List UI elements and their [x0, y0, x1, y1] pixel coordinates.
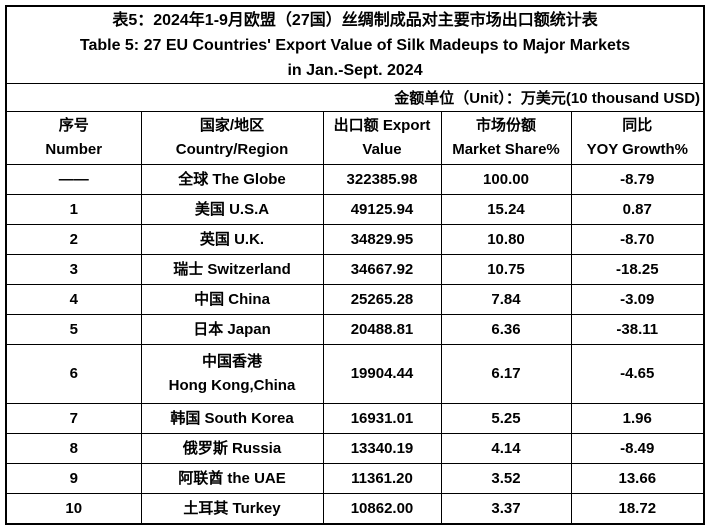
cell-yoy-growth: -3.09 — [570, 284, 705, 315]
cell-number: 10 — [5, 493, 142, 525]
table-row-uae: 9 阿联酋 the UAE 11361.20 3.52 13.66 — [5, 463, 705, 494]
unit-row: 金额单位（Unit）：万美元(10 thousand USD) — [5, 83, 705, 112]
cell-export-value: 20488.81 — [322, 314, 442, 345]
column-header-number: 序号 Number — [5, 111, 142, 165]
cell-country: 土耳其 Turkey — [140, 493, 324, 525]
cell-number: 9 — [5, 463, 142, 494]
header-share-en: Market Share% — [452, 141, 560, 158]
cell-country: 中国香港 Hong Kong,China — [140, 344, 324, 404]
cell-country: 日本 Japan — [140, 314, 324, 345]
header-share-zh: 市场份额 — [475, 117, 536, 134]
cell-country: 俄罗斯 Russia — [140, 433, 324, 464]
cell-market-share: 5.25 — [440, 403, 572, 434]
header-yoy-en: YOY Growth% — [586, 141, 688, 158]
cell-number: 5 — [5, 314, 142, 345]
table-row-hongkong: 6 中国香港 Hong Kong,China 19904.44 6.17 -4.… — [5, 344, 705, 404]
cell-country: 美国 U.S.A — [140, 194, 324, 225]
unit-cell: 金额单位（Unit）：万美元(10 thousand USD) — [5, 83, 705, 112]
cell-market-share: 10.75 — [440, 254, 572, 285]
cell-yoy-growth: -8.70 — [570, 224, 705, 255]
cell-market-share: 15.24 — [440, 194, 572, 225]
column-header-export-value: 出口额 Export Value — [322, 111, 442, 165]
cell-number: 4 — [5, 284, 142, 315]
table-row-southkorea: 7 韩国 South Korea 16931.01 5.25 1.96 — [5, 403, 705, 434]
table-row-china: 4 中国 China 25265.28 7.84 -3.09 — [5, 284, 705, 315]
column-header-yoy-growth: 同比 YOY Growth% — [570, 111, 705, 165]
column-header-country: 国家/地区 Country/Region — [140, 111, 324, 165]
cell-market-share: 6.36 — [440, 314, 572, 345]
cell-number: 7 — [5, 403, 142, 434]
cell-number: 8 — [5, 433, 142, 464]
cell-number: 1 — [5, 194, 142, 225]
cell-market-share: 3.52 — [440, 463, 572, 494]
header-export-zh: 出口额 Export — [333, 117, 431, 134]
cell-country: 瑞士 Switzerland — [140, 254, 324, 285]
cell-market-share: 10.80 — [440, 224, 572, 255]
cell-export-value: 10862.00 — [322, 493, 442, 525]
cell-export-value: 11361.20 — [322, 463, 442, 494]
header-number-zh: 序号 — [58, 117, 89, 134]
cell-country: 全球 The Globe — [140, 164, 324, 195]
cell-export-value: 16931.01 — [322, 403, 442, 434]
cell-yoy-growth: 18.72 — [570, 493, 705, 525]
header-yoy-zh: 同比 — [622, 117, 653, 134]
header-country-zh: 国家/地区 — [199, 117, 265, 134]
cell-export-value: 25265.28 — [322, 284, 442, 315]
table-title: 表5：2024年1-9月欧盟（27国）丝绸制成品对主要市场出口额统计表 Tabl… — [5, 5, 705, 84]
export-statistics-table: 表5：2024年1-9月欧盟（27国）丝绸制成品对主要市场出口额统计表 Tabl… — [5, 5, 706, 525]
unit-note: 金额单位（Unit）：万美元(10 thousand USD) — [394, 90, 701, 107]
cell-export-value: 13340.19 — [322, 433, 442, 464]
title-line-en: Table 5: 27 EU Countries' Export Value o… — [79, 36, 631, 54]
header-country-en: Country/Region — [175, 141, 289, 158]
cell-yoy-growth: -4.65 — [570, 344, 705, 404]
cell-yoy-growth: 1.96 — [570, 403, 705, 434]
header-row: 序号 Number 国家/地区 Country/Region 出口额 Expor… — [5, 111, 705, 165]
table-row-japan: 5 日本 Japan 20488.81 6.36 -38.11 — [5, 314, 705, 345]
header-export-en: Value — [362, 141, 402, 158]
cell-yoy-growth: 13.66 — [570, 463, 705, 494]
cell-market-share: 4.14 — [440, 433, 572, 464]
cell-country: 韩国 South Korea — [140, 403, 324, 434]
cell-market-share: 6.17 — [440, 344, 572, 404]
cell-yoy-growth: -38.11 — [570, 314, 705, 345]
cell-yoy-growth: -8.49 — [570, 433, 705, 464]
cell-number: —— — [5, 164, 142, 195]
cell-number: 2 — [5, 224, 142, 255]
cell-country: 阿联酋 the UAE — [140, 463, 324, 494]
title-line-date: in Jan.-Sept. 2024 — [287, 61, 423, 79]
header-number-en: Number — [45, 141, 103, 158]
cell-market-share: 100.00 — [440, 164, 572, 195]
table-row-russia: 8 俄罗斯 Russia 13340.19 4.14 -8.49 — [5, 433, 705, 464]
cell-yoy-growth: -18.25 — [570, 254, 705, 285]
title-line-zh: 表5：2024年1-9月欧盟（27国）丝绸制成品对主要市场出口额统计表 — [112, 11, 598, 29]
cell-country: 中国 China — [140, 284, 324, 315]
table-row-turkey: 10 土耳其 Turkey 10862.00 3.37 18.72 — [5, 493, 705, 525]
statistics-table-sheet: 表5：2024年1-9月欧盟（27国）丝绸制成品对主要市场出口额统计表 Tabl… — [5, 5, 706, 525]
table-row-usa: 1 美国 U.S.A 49125.94 15.24 0.87 — [5, 194, 705, 225]
cell-number: 6 — [5, 344, 142, 404]
title-row: 表5：2024年1-9月欧盟（27国）丝绸制成品对主要市场出口额统计表 Tabl… — [5, 5, 705, 84]
column-header-market-share: 市场份额 Market Share% — [440, 111, 572, 165]
table-row-uk: 2 英国 U.K. 34829.95 10.80 -8.70 — [5, 224, 705, 255]
cell-export-value: 49125.94 — [322, 194, 442, 225]
cell-number: 3 — [5, 254, 142, 285]
cell-yoy-growth: -8.79 — [570, 164, 705, 195]
table-row-globe: —— 全球 The Globe 322385.98 100.00 -8.79 — [5, 164, 705, 195]
cell-export-value: 34829.95 — [322, 224, 442, 255]
cell-country: 英国 U.K. — [140, 224, 324, 255]
cell-export-value: 19904.44 — [322, 344, 442, 404]
table-row-switzerland: 3 瑞士 Switzerland 34667.92 10.75 -18.25 — [5, 254, 705, 285]
cell-export-value: 322385.98 — [322, 164, 442, 195]
cell-market-share: 3.37 — [440, 493, 572, 525]
cell-market-share: 7.84 — [440, 284, 572, 315]
cell-yoy-growth: 0.87 — [570, 194, 705, 225]
cell-export-value: 34667.92 — [322, 254, 442, 285]
